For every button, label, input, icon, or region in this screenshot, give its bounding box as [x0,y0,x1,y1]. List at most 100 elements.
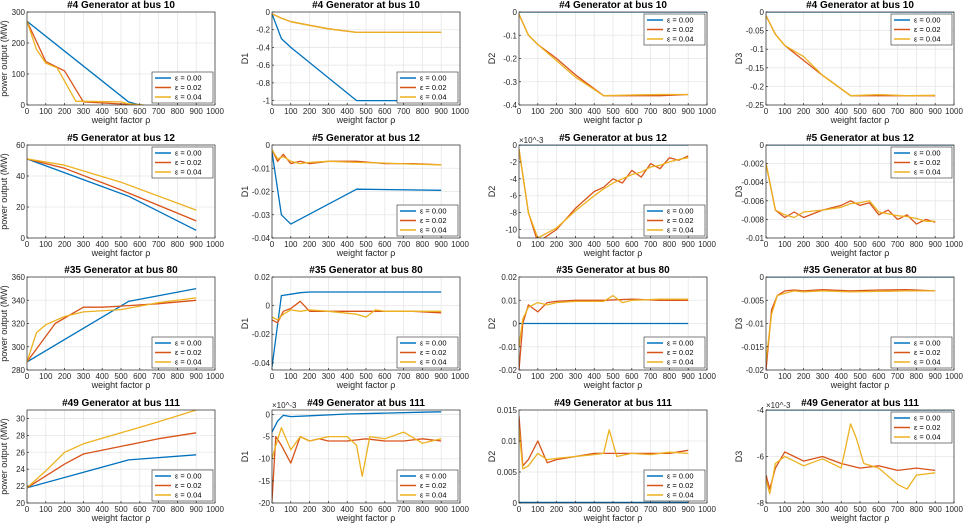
series-group [27,158,197,231]
legend-label: ε = 0.02 [175,348,202,357]
x-tick-label: 0 [517,372,522,381]
x-tick-label: 200 [58,505,72,514]
series-line-eps-0 [272,13,442,102]
subplot-7: 0 100 200 300 400 500 600 700 800 900 1000 -10 -8 -6 -… [487,133,716,258]
subplot-title: #35 Generator at bus 80 [64,265,178,276]
legend-box [396,469,459,502]
x-tick-label: 100 [778,505,792,514]
legend-label: ε = 0.04 [175,168,202,177]
legend-label: ε = 0.04 [420,226,447,235]
x-tick-label: 200 [303,505,317,514]
x-tick-label: 100 [531,240,545,249]
series-line-eps-0 [272,291,442,368]
x-tick-label: 200 [58,372,72,381]
x-tick-label: 600 [872,240,886,249]
y-tick-label: -5 [263,433,271,442]
y-tick-label: 0.005 [497,468,518,477]
x-tick-label: 700 [644,240,658,249]
subplot-4: 0 100 200 300 400 500 600 700 800 900 1000 -0.25 -0.… [734,0,963,125]
x-tick-label: 600 [133,372,147,381]
x-tick-label: 100 [778,107,792,116]
x-tick-label: 800 [416,372,430,381]
x-tick-label: 800 [416,240,430,249]
x-tick-label: 300 [322,240,336,249]
x-tick-label: 600 [625,372,639,381]
legend-label: ε = 0.00 [420,74,447,83]
x-tick-label: 0 [517,505,522,514]
x-tick-label: 300 [569,372,583,381]
series-line-eps-2 [766,163,936,222]
x-tick-label: 900 [929,240,943,249]
y-tick-label: 200 [12,39,26,48]
x-tick-label: 400 [341,505,355,514]
legend-label: ε = 0.04 [667,226,694,235]
y-tick-label: -0.15 [746,64,765,73]
legend-label: ε = 0.04 [914,358,941,367]
x-tick-label: 800 [663,505,677,514]
x-tick-label: 200 [797,240,811,249]
legend-label: ε = 0.04 [914,168,941,177]
x-axis-label: weight factor ρ [91,248,151,258]
x-tick-label: 900 [682,107,696,116]
legend-label: ε = 0.02 [175,481,202,490]
x-axis-label: weight factor ρ [830,380,890,390]
y-axis-label: D1 [240,318,250,330]
y-tick-label: -4 [510,175,518,184]
legend-label: ε = 0.04 [667,491,694,500]
y-axis-label: D3 [734,451,744,463]
y-axis-label: power output (MW) [0,153,9,230]
series-group [766,277,954,370]
legend-label: ε = 0.04 [175,358,202,367]
x-tick-label: 600 [872,107,886,116]
axis-exponent: ×10^-3 [519,136,544,145]
series-line-eps-0 [27,454,197,489]
x-tick-label: 800 [171,372,185,381]
x-tick-label: 500 [606,505,620,514]
x-tick-label: 300 [77,372,91,381]
legend-label: ε = 0.04 [667,358,694,367]
x-tick-label: 300 [322,107,336,116]
series-line-eps-2 [272,309,442,321]
x-tick-label: 100 [778,372,792,381]
x-axis-label: weight factor ρ [336,380,396,390]
legend-label: ε = 0.00 [667,472,694,481]
legend-label: ε = 0.00 [175,339,202,348]
y-tick-label: -2 [510,158,518,167]
x-tick-label: 300 [77,107,91,116]
x-axis-label: weight factor ρ [91,115,151,125]
legend-label: ε = 0.04 [914,35,941,44]
subplot-6: 0 100 200 300 400 500 600 700 800 900 1000 -0.04 -0.… [240,133,469,258]
x-tick-label: 700 [397,107,411,116]
x-tick-label: 900 [435,107,449,116]
x-tick-label: 0 [25,240,30,249]
subplot-9: 0 100 200 300 400 500 600 700 800 900 1000 280 300 32… [0,265,224,390]
x-tick-label: 300 [816,505,830,514]
series-line-eps-2 [272,13,442,34]
x-tick-label: 500 [853,505,867,514]
x-tick-label: 500 [606,107,620,116]
y-tick-label: 0.01 [501,437,517,446]
x-tick-label: 900 [435,505,449,514]
x-tick-label: 100 [284,505,298,514]
x-tick-label: 600 [872,372,886,381]
y-tick-label: -0.03 [252,211,271,220]
legend-label: ε = 0.04 [420,358,447,367]
legend: ε = 0.00ε = 0.02ε = 0.04 [396,336,459,369]
x-tick-label: 900 [435,240,449,249]
x-tick-label: 800 [663,372,677,381]
x-tick-label: 1000 [451,372,469,381]
y-tick-label: -0.006 [741,197,764,206]
y-tick-label: 0 [266,8,271,17]
y-axis-label: D1 [240,53,250,65]
subplot-15: 0 100 200 300 400 500 600 700 800 900 1000 0 0.005 0.… [487,398,716,523]
x-tick-label: 1000 [698,107,716,116]
y-tick-label: -0.4 [256,43,270,52]
x-tick-label: 500 [359,240,373,249]
subplot-12: 0 100 200 300 400 500 600 700 800 900 1000 -0.02 -0.… [734,265,963,390]
x-tick-label: 700 [397,240,411,249]
x-tick-label: 700 [397,372,411,381]
x-tick-label: 800 [663,240,677,249]
x-tick-label: 400 [588,107,602,116]
legend: ε = 0.00ε = 0.02ε = 0.04 [643,204,706,237]
subplot-title: #5 Generator at bus 12 [559,133,667,144]
